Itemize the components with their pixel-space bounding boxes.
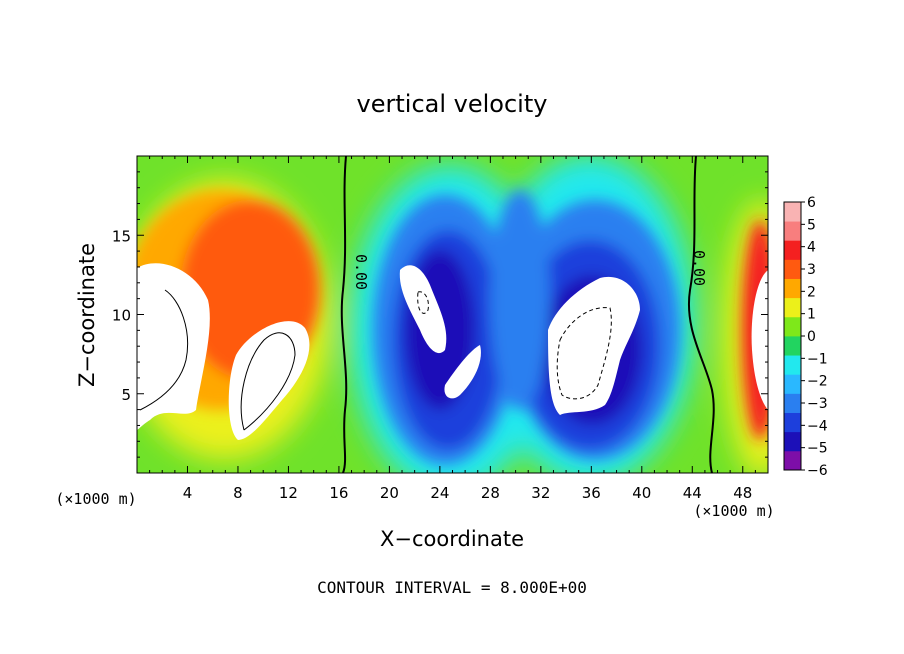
zero-contour-east [688,156,715,473]
plot-area [137,156,768,473]
colorbar-label: 2 [807,284,816,300]
colorbar-swatch [784,450,801,471]
colorbar-swatch [784,336,801,356]
colorbar: −6 −5 −4 −3 −2 −1 0 1 2 3 4 5 6 [783,195,828,479]
updraft-right-core [751,270,768,410]
x-tick-label: 24 [430,484,449,502]
x-tick-label: 16 [329,484,348,502]
downdraft-west-core [399,265,447,354]
x-tick-label: 8 [233,484,243,502]
colorbar-swatch [784,431,801,452]
colorbar-label: −4 [807,418,828,434]
colorbar-swatch [784,278,801,299]
colorbar-label: 5 [807,217,816,233]
y-axis-label: Z−coordinate [75,243,99,387]
zero-contour-label-east: 0.00 [690,250,708,286]
colorbar-label: −1 [807,351,828,367]
updraft-left-core-2 [228,321,310,440]
zero-contour-label-west: 0.00 [352,254,370,290]
colorbar-swatch [784,316,801,337]
colorbar-label: −2 [807,374,828,390]
colorbar-swatch [784,202,801,222]
colorbar-swatch [784,259,801,279]
zero-contour-west [340,156,348,473]
x-axis-label: X−coordinate [380,527,524,551]
chart-title: vertical velocity [357,90,548,118]
colorbar-swatch [784,393,801,413]
colorbar-label: −6 [807,463,828,479]
downdraft-west-core-2 [444,345,481,399]
updraft-left-core [137,263,210,430]
colorbar-label: 1 [807,307,816,323]
colorbar-label: 6 [807,195,816,211]
colorbar-swatch [784,355,801,375]
x-tick-label: 32 [531,484,550,502]
colorbar-label: 3 [807,262,816,278]
colorbar-swatch [784,221,801,241]
x-tick-label: 12 [279,484,298,502]
downdraft-east-core [548,276,640,415]
y-tick-label: 10 [112,307,131,325]
x-unit-left: (×1000 m) [55,490,136,508]
colorbar-swatch [784,240,801,260]
x-unit-right: (×1000 m) [693,502,774,520]
x-tick-label: 20 [380,484,399,502]
y-tick-label: 5 [121,386,131,404]
x-axis-ticks: 4 8 12 16 20 24 28 32 36 40 44 48 [149,156,756,502]
colorbar-label: 0 [807,329,816,345]
y-axis-ticks: 5 10 15 [112,171,768,458]
x-tick-label: 4 [183,484,193,502]
x-tick-label: 28 [481,484,500,502]
y-tick-label: 15 [112,227,131,245]
colorbar-swatch [784,412,801,433]
colorbar-label: −3 [807,396,828,412]
x-tick-label: 36 [582,484,601,502]
colorbar-swatch [784,374,801,394]
x-tick-label: 48 [733,484,752,502]
contour-interval-note: CONTOUR INTERVAL = 8.000E+00 [317,578,587,597]
colorbar-label: −5 [807,441,828,457]
x-tick-label: 40 [632,484,651,502]
colorbar-label: 4 [807,240,816,256]
x-tick-label: 44 [683,484,702,502]
colorbar-swatch [784,297,801,318]
